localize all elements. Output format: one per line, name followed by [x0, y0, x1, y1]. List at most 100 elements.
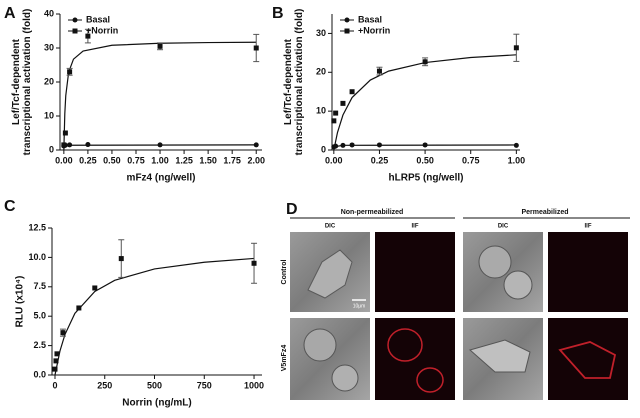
cell — [303, 328, 337, 362]
group-header: Non-permeabilized — [341, 209, 404, 216]
stained-cell — [558, 341, 617, 379]
fit-curve — [63, 41, 257, 151]
x-axis-label: Norrin (ng/mL) — [122, 398, 191, 409]
cell — [307, 249, 353, 299]
x-tick-label: 0.75 — [462, 155, 480, 165]
x-tick-label: 0.25 — [371, 155, 389, 165]
legend-label: Basal — [358, 14, 382, 24]
point — [85, 33, 91, 39]
column-header: IIF — [412, 224, 419, 230]
x-tick-label: 1000 — [244, 380, 264, 390]
legend-label: +Norrin — [358, 25, 390, 35]
point — [61, 142, 67, 148]
x-tick-label: 250 — [97, 380, 112, 390]
x-axis-label: hLRP5 (ng/well) — [389, 173, 464, 184]
y-tick-label: 20 — [44, 76, 54, 86]
point — [513, 45, 519, 51]
point — [76, 305, 82, 311]
cell — [331, 364, 359, 392]
panel-letter: A — [4, 5, 16, 22]
y-axis-label: transcriptional activation (fold) — [294, 9, 305, 156]
y-axis-label: transcriptional activation (fold) — [22, 9, 33, 156]
iif-image — [375, 318, 455, 400]
cell — [503, 270, 533, 300]
y-tick-label: 10 — [316, 106, 326, 116]
scale-label: 10μm — [353, 303, 366, 309]
fit-curve — [54, 257, 255, 376]
column-header: DIC — [325, 224, 336, 230]
stained-cell — [416, 367, 444, 393]
point — [340, 100, 346, 106]
point — [340, 142, 346, 148]
y-tick-label: 0 — [49, 144, 54, 154]
point — [349, 142, 355, 148]
x-tick-label: 2.00 — [247, 155, 265, 165]
panel-letter: B — [272, 5, 284, 22]
point — [333, 110, 339, 116]
x-tick-label: 0.50 — [103, 155, 121, 165]
x-tick-label: 750 — [197, 380, 212, 390]
legend-label: Basal — [86, 14, 110, 24]
panel-d: D Non-permeabilized Permeabilized DIC II… — [281, 201, 630, 400]
column-header: IIF — [585, 224, 592, 230]
cell — [468, 339, 531, 373]
y-tick-label: 5.0 — [33, 311, 46, 321]
legend-marker — [72, 28, 78, 34]
row-header: Control — [281, 260, 288, 285]
fit-curve — [333, 54, 517, 151]
x-tick-label: 1.25 — [175, 155, 193, 165]
point — [422, 59, 428, 65]
x-tick-label: 1.75 — [223, 155, 241, 165]
legend-marker — [72, 17, 78, 23]
dic-image — [290, 318, 370, 400]
row-header: V5mFz4 — [281, 345, 288, 372]
y-axis-label: Lef/Tcf-dependent — [283, 38, 294, 125]
panel-letter: D — [286, 201, 298, 218]
point — [157, 142, 163, 148]
legend-label: +Norrin — [86, 25, 118, 35]
y-tick-label: 10.0 — [28, 252, 46, 262]
x-tick-label: 0.75 — [127, 155, 145, 165]
point — [118, 256, 124, 262]
y-tick-label: 0 — [321, 144, 326, 154]
iif-image — [548, 318, 628, 400]
point — [157, 43, 163, 49]
point — [54, 351, 60, 357]
x-tick-label: 1.50 — [199, 155, 217, 165]
point — [376, 142, 382, 148]
y-tick-label: 30 — [316, 28, 326, 38]
cell — [478, 245, 512, 279]
point — [52, 366, 58, 372]
point — [376, 68, 382, 74]
iif-image — [548, 232, 628, 312]
point — [349, 89, 355, 95]
x-tick-label: 0.50 — [416, 155, 434, 165]
x-tick-label: 0.00 — [325, 155, 343, 165]
stained-cell — [387, 328, 423, 362]
x-tick-label: 1.00 — [151, 155, 169, 165]
y-axis-label: Lef/Tcf-dependent — [11, 38, 22, 125]
y-tick-label: 12.5 — [28, 222, 46, 232]
point — [513, 142, 519, 148]
point — [85, 142, 91, 148]
point — [92, 285, 98, 291]
point — [251, 260, 257, 266]
group-header: Permeabilized — [521, 209, 568, 216]
legend-marker — [344, 17, 350, 23]
y-tick-label: 7.5 — [33, 281, 46, 291]
y-tick-label: 20 — [316, 67, 326, 77]
point — [331, 118, 337, 124]
column-header: DIC — [498, 224, 509, 230]
point — [253, 45, 259, 51]
panel-letter: C — [4, 198, 16, 215]
x-tick-label: 1.00 — [508, 155, 526, 165]
y-axis-label: RLU (x10⁴) — [15, 276, 26, 328]
point — [62, 130, 68, 136]
point — [67, 142, 73, 148]
x-axis-label: mFz4 (ng/well) — [127, 173, 196, 184]
y-tick-label: 10 — [44, 110, 54, 120]
point — [60, 330, 66, 336]
y-tick-label: 40 — [44, 8, 54, 18]
point — [53, 358, 59, 364]
